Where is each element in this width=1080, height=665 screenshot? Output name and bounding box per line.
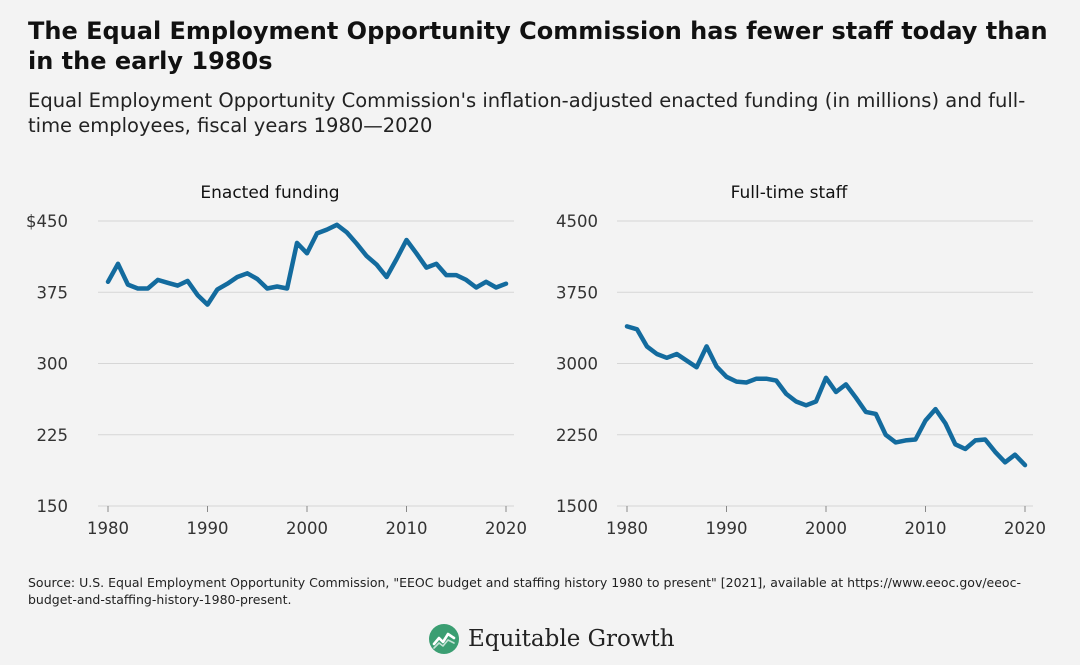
y-tick-label: 225 [37,426,69,445]
y-tick-label: 3000 [556,355,598,374]
y-tick-label: 1500 [556,497,598,516]
x-tick-label: 2000 [286,519,328,538]
funding-panel: Enacted funding 150 225 300 375 $450 1980 1990 2… [26,183,527,538]
y-tick-label: 3750 [556,283,598,302]
panel-title: Enacted funding [200,183,339,203]
x-tick-label: 2010 [905,519,947,538]
series-line [624,324,1028,468]
brand-logo: Equitable Growth [428,622,675,656]
x-tick-label: 1980 [87,519,129,538]
y-tick-label: 300 [37,355,69,374]
panel-title: Full-time staff [731,183,849,203]
series-line [105,222,509,307]
x-tick-label: 1990 [187,519,229,538]
y-tick-label: 150 [37,497,69,516]
chart-subtitle: Equal Employment Opportunity Commission'… [28,89,1026,137]
source-note: Source: U.S. Equal Employment Opportunit… [28,575,1021,607]
y-tick-label: 4500 [556,212,598,231]
x-tick-label: 1990 [706,519,748,538]
y-tick-label: $450 [26,212,68,231]
y-tick-label: 2250 [556,426,598,445]
x-tick-label: 1980 [606,519,648,538]
charts-canvas: Enacted funding 150 225 300 375 $450 1980 1990 2… [26,183,1046,538]
staff-panel: Full-time staff 1500 2250 3000 3750 4500 1980 1… [556,183,1046,538]
growth-chart-icon [429,624,459,654]
x-tick-label: 2020 [1004,519,1046,538]
x-tick-label: 2000 [805,519,847,538]
x-tick-label: 2010 [386,519,428,538]
chart-title: The Equal Employment Opportunity Commiss… [28,17,1048,75]
x-tick-label: 2020 [485,519,527,538]
logo-text: Equitable Growth [468,626,675,652]
y-tick-label: 375 [37,283,69,302]
